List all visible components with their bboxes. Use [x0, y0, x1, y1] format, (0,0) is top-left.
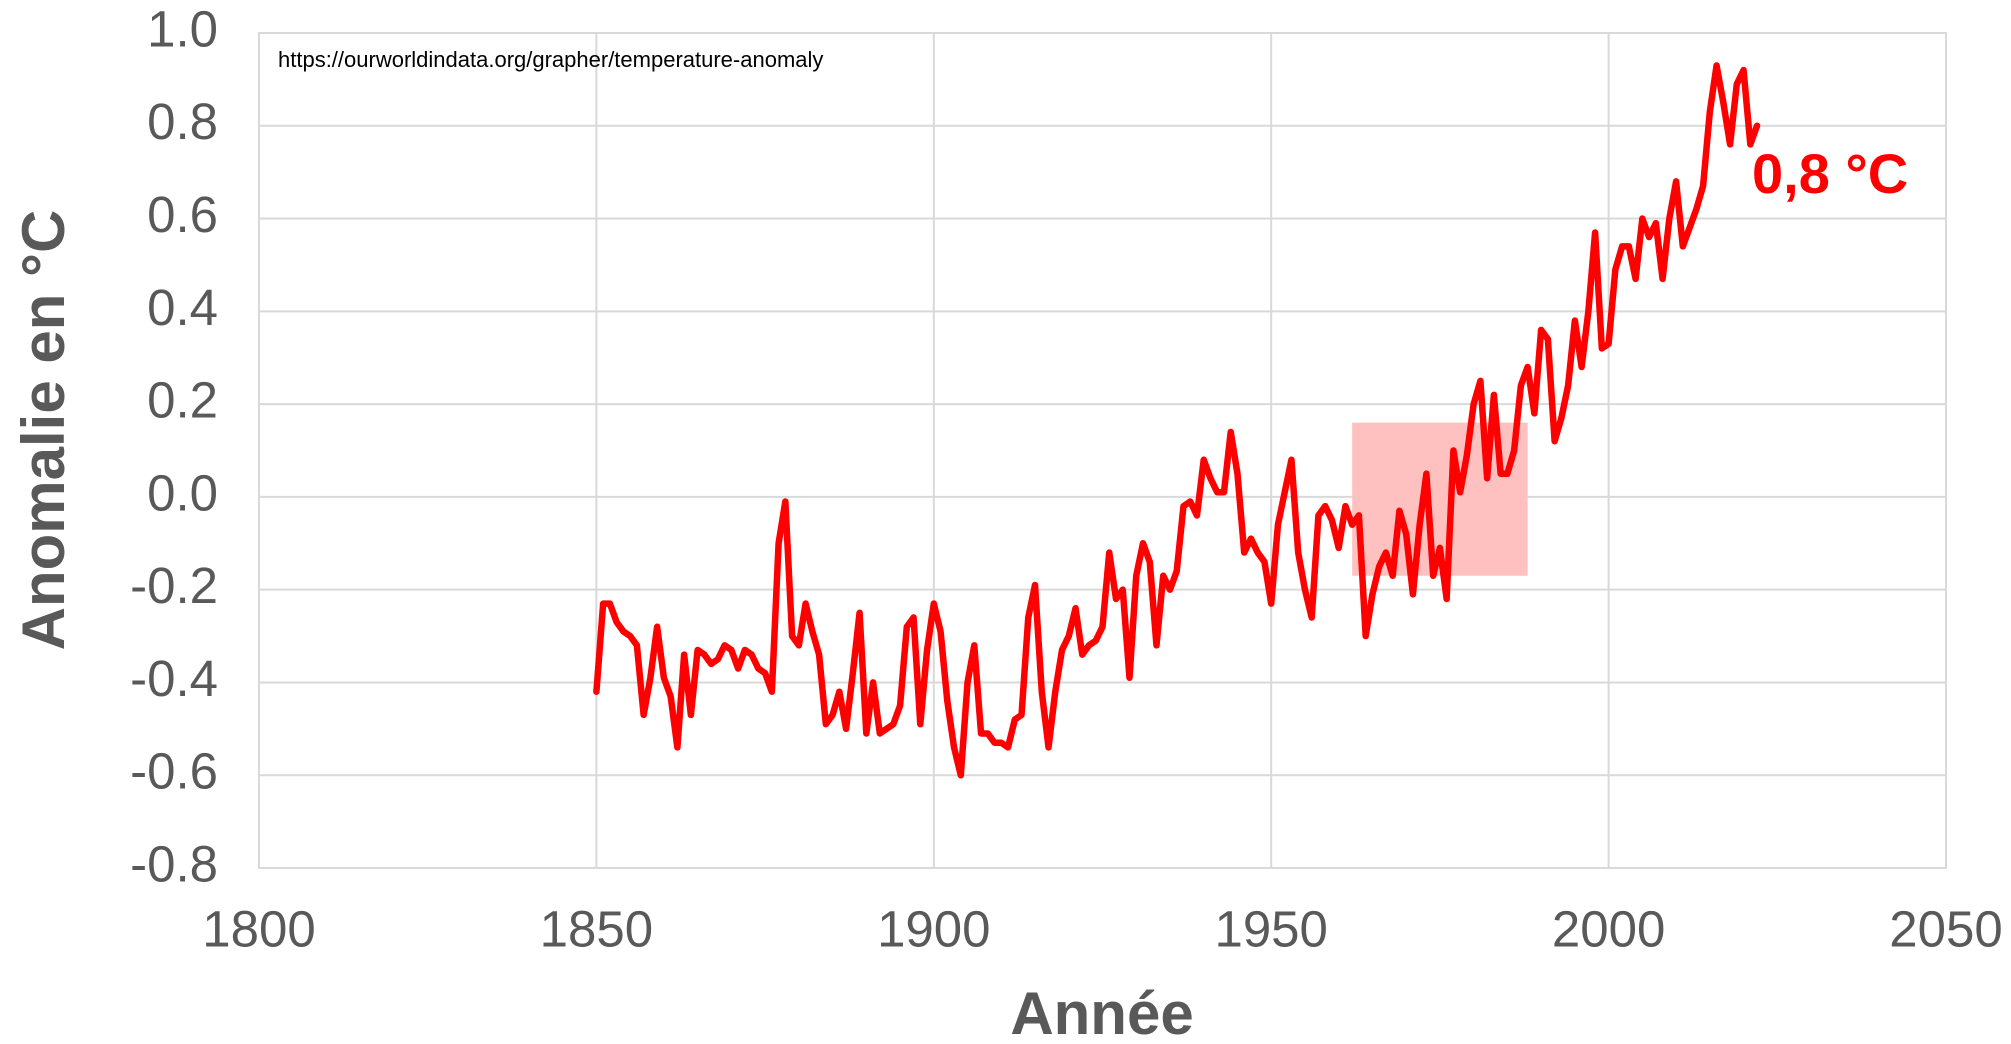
x-tick-label: 1900 [877, 900, 990, 957]
x-tick-label: 1950 [1214, 900, 1327, 957]
x-tick-label: 1800 [202, 900, 315, 957]
y-tick-label: 0.4 [147, 279, 218, 336]
y-tick-label: 0.8 [147, 93, 218, 150]
plot-area [258, 32, 1947, 869]
y-tick-label: -0.2 [130, 557, 218, 614]
data-line [593, 62, 1761, 779]
y-tick-label: 1.0 [147, 0, 218, 57]
y-tick-label: 0.2 [147, 372, 218, 429]
y-tick-label: 0.6 [147, 186, 218, 243]
annotation: 0,8 °C [1752, 142, 1908, 205]
source-url: https://ourworldindata.org/grapher/tempe… [278, 47, 823, 72]
x-tick-label: 2000 [1552, 900, 1665, 957]
y-tick-label: 0.0 [147, 464, 218, 521]
x-tick-label: 2050 [1889, 900, 2002, 957]
plot-border [258, 32, 1947, 869]
y-tick-label: -0.6 [130, 743, 218, 800]
y-tick-label: -0.8 [130, 835, 218, 892]
x-axis-title: Année [1010, 980, 1193, 1044]
y-axis-title: Anomalie en °C [10, 210, 77, 651]
x-tick-label: 1850 [540, 900, 653, 957]
y-tick-label: -0.4 [130, 650, 218, 707]
